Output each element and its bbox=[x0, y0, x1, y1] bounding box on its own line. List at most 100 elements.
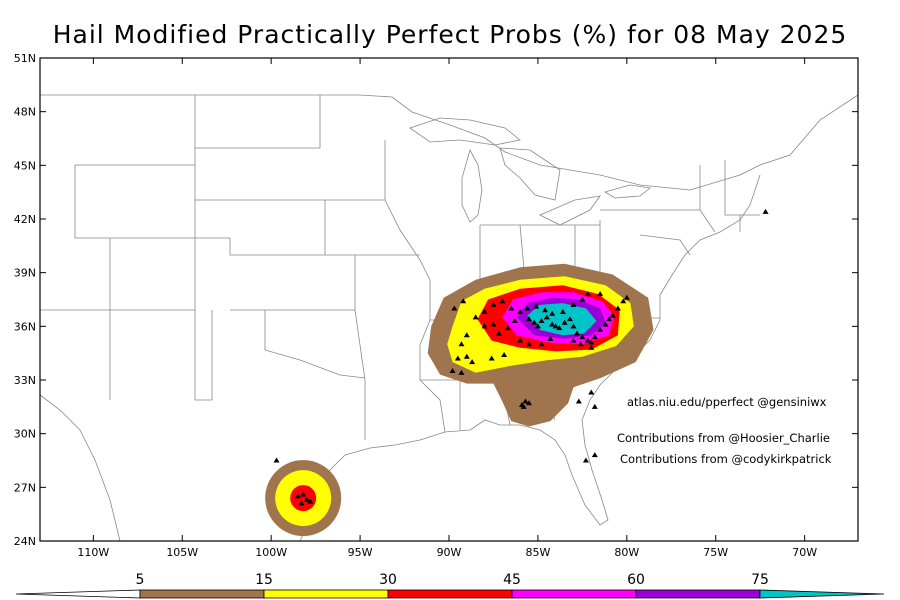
hail-report-marker bbox=[303, 496, 310, 502]
credit-contrib-1: Contributions from @Hoosier_Charlie bbox=[617, 431, 830, 445]
hail-report-marker bbox=[588, 389, 595, 395]
hail-report-marker bbox=[549, 321, 556, 327]
colorbar-label: 60 bbox=[627, 572, 645, 588]
hail-reports bbox=[273, 208, 769, 506]
hail-report-marker bbox=[481, 309, 488, 315]
credit-site: atlas.niu.edu/pperfect @gensiniwx bbox=[627, 395, 827, 409]
hail-report-marker bbox=[591, 334, 598, 340]
hail-report-marker bbox=[534, 323, 541, 329]
colorbar-label: 15 bbox=[255, 572, 273, 588]
lat-label: 33N bbox=[14, 374, 36, 387]
hail-report-marker bbox=[620, 298, 627, 304]
hail-report-marker bbox=[579, 334, 586, 340]
hail-report-marker bbox=[526, 316, 533, 322]
hail-report-marker bbox=[538, 341, 545, 347]
hail-report-marker bbox=[531, 319, 538, 325]
hail-report-marker bbox=[307, 498, 314, 504]
lake-erie bbox=[539, 195, 601, 226]
west-coastline bbox=[40, 394, 121, 541]
hail-report-marker bbox=[460, 298, 467, 304]
hail-report-marker bbox=[582, 457, 589, 463]
hail-report-marker bbox=[606, 316, 613, 322]
hail-report-marker bbox=[300, 491, 307, 497]
hail-report-marker bbox=[591, 403, 598, 409]
probability-contours bbox=[265, 263, 654, 537]
hail-report-marker bbox=[566, 316, 573, 322]
hail-report-marker bbox=[449, 368, 456, 374]
hail-report-marker bbox=[547, 335, 554, 341]
latitude-axis: 51N 48N 45N 42N 39N 36N 33N 30N 27N 24N bbox=[14, 52, 858, 548]
hail-report-marker bbox=[522, 398, 529, 404]
lon-label: 110W bbox=[77, 546, 109, 559]
hail-report-marker bbox=[570, 301, 577, 307]
hail-report-marker bbox=[490, 301, 497, 307]
hail-report-marker bbox=[520, 403, 527, 409]
hail-report-marker bbox=[458, 369, 465, 375]
lon-label: 105W bbox=[166, 546, 198, 559]
lake-superior bbox=[409, 117, 521, 146]
hail-report-marker bbox=[584, 337, 591, 343]
hail-report-marker bbox=[579, 296, 586, 302]
lat-label: 39N bbox=[14, 267, 36, 280]
colorbar-segment bbox=[387, 589, 513, 599]
colorbar: 5 15 30 45 60 75 bbox=[15, 572, 885, 599]
us-canada-border bbox=[40, 94, 858, 191]
hail-report-marker bbox=[762, 208, 769, 214]
lat-label: 24N bbox=[14, 535, 36, 548]
lat-label: 51N bbox=[14, 52, 36, 65]
hail-report-marker bbox=[533, 303, 540, 309]
colorbar-segment bbox=[263, 589, 389, 599]
hail-report-marker bbox=[463, 353, 470, 359]
colorbar-segment bbox=[759, 589, 885, 599]
hail-report-marker bbox=[597, 291, 604, 297]
hail-report-marker bbox=[469, 359, 476, 365]
colorbar-label: 5 bbox=[136, 572, 145, 588]
hail-report-marker bbox=[273, 457, 280, 463]
atlantic-coastline bbox=[299, 174, 761, 541]
hail-report-marker bbox=[549, 310, 556, 316]
colorbar-left-arrow bbox=[15, 589, 141, 599]
hail-report-marker bbox=[499, 298, 506, 304]
contour-30-texas bbox=[290, 485, 317, 512]
hail-report-marker bbox=[559, 309, 566, 315]
hail-report-marker bbox=[570, 323, 577, 329]
lon-label: 80W bbox=[614, 546, 639, 559]
lon-label: 85W bbox=[525, 546, 550, 559]
hail-report-marker bbox=[451, 305, 458, 311]
hail-report-marker bbox=[542, 307, 549, 313]
hail-report-marker bbox=[501, 351, 508, 357]
hail-report-marker bbox=[454, 355, 461, 361]
colorbar-segment bbox=[511, 589, 637, 599]
hail-report-marker bbox=[294, 493, 301, 499]
lon-label: 95W bbox=[348, 546, 373, 559]
hail-report-marker bbox=[602, 321, 609, 327]
hail-report-marker bbox=[526, 341, 533, 347]
lat-label: 45N bbox=[14, 159, 36, 172]
hail-report-marker bbox=[495, 330, 502, 336]
hail-report-marker bbox=[561, 319, 568, 325]
lon-label: 70W bbox=[792, 546, 817, 559]
hail-report-marker bbox=[591, 452, 598, 458]
hail-report-marker bbox=[609, 312, 616, 318]
lat-label: 30N bbox=[14, 428, 36, 441]
hail-report-marker bbox=[517, 309, 524, 315]
hail-report-marker bbox=[508, 305, 515, 311]
hail-report-marker bbox=[538, 317, 545, 323]
hail-report-marker bbox=[574, 330, 581, 336]
lat-label: 42N bbox=[14, 213, 36, 226]
hail-report-marker bbox=[543, 314, 550, 320]
hail-report-marker bbox=[588, 344, 595, 350]
map-title: Hail Modified Practically Perfect Probs … bbox=[52, 20, 848, 49]
hail-report-marker bbox=[575, 398, 582, 404]
credit-contrib-2: Contributions from @codykirkpatrick bbox=[620, 452, 832, 466]
lon-label: 75W bbox=[703, 546, 728, 559]
hail-report-marker bbox=[458, 341, 465, 347]
colorbar-label: 30 bbox=[379, 572, 397, 588]
colorbar-segment bbox=[635, 589, 761, 599]
lon-label: 100W bbox=[255, 546, 287, 559]
hail-report-marker bbox=[472, 314, 479, 320]
colorbar-segment bbox=[139, 589, 265, 599]
lake-michigan bbox=[461, 148, 483, 223]
hail-report-marker bbox=[570, 337, 577, 343]
hail-report-marker bbox=[623, 294, 630, 300]
